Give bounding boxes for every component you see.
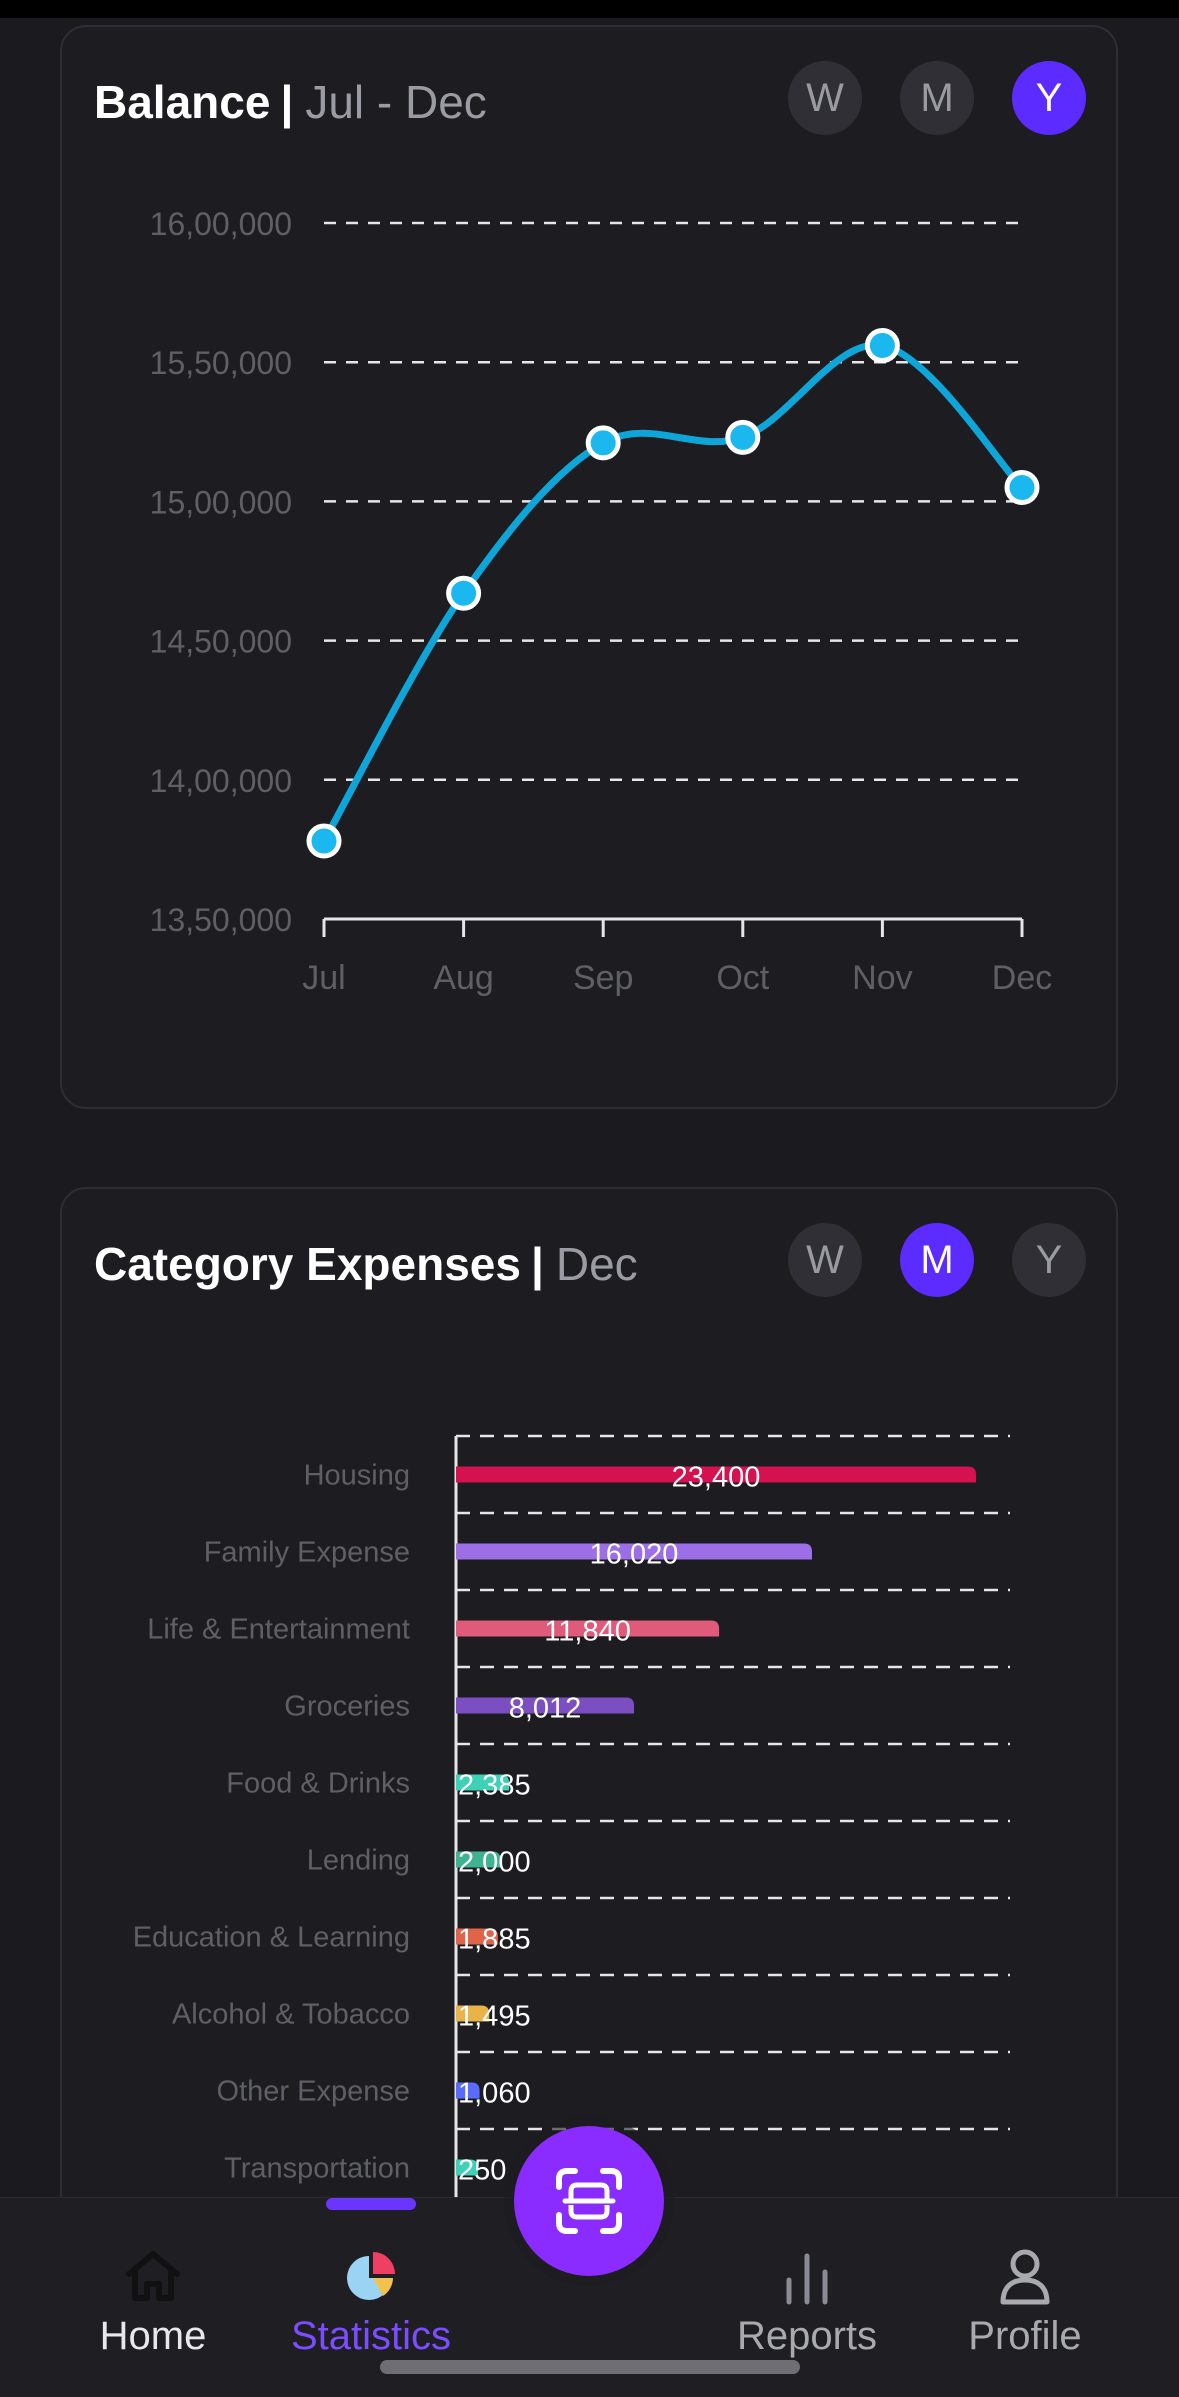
x-tick-label: Sep bbox=[573, 959, 634, 997]
expenses-toggle-week[interactable]: W bbox=[788, 1223, 862, 1297]
reports-icon bbox=[786, 2253, 828, 2305]
expense-bar bbox=[456, 1543, 812, 1560]
category-label: Family Expense bbox=[204, 1537, 410, 1569]
expenses-toggle-month[interactable]: M bbox=[900, 1223, 974, 1297]
data-point bbox=[585, 425, 621, 461]
expense-bar bbox=[456, 1620, 720, 1637]
expense-bar bbox=[456, 1774, 509, 1791]
bar-value-label: 1,060 bbox=[458, 2078, 531, 2110]
expense-bar bbox=[456, 1697, 635, 1714]
nav-profile[interactable]: Profile bbox=[915, 2244, 1135, 2359]
data-point bbox=[864, 327, 900, 363]
expense-bar bbox=[456, 1928, 498, 1945]
y-tick-label: 16,00,000 bbox=[150, 206, 292, 242]
nav-home[interactable]: Home bbox=[43, 2244, 263, 2359]
expenses-title-separator: | bbox=[530, 1238, 544, 1290]
nav-statistics[interactable]: Statistics bbox=[261, 2244, 481, 2359]
expense-bar bbox=[456, 2159, 478, 2176]
nav-reports-label: Reports bbox=[736, 2314, 878, 2358]
status-bar bbox=[0, 0, 1179, 18]
data-point bbox=[306, 823, 342, 859]
balance-toggle-month[interactable]: M bbox=[900, 61, 974, 135]
bar-value-label: 23,400 bbox=[672, 1462, 761, 1494]
expenses-card-header: Category Expenses | Dec bbox=[94, 1229, 638, 1299]
x-tick-label: Oct bbox=[716, 959, 769, 997]
y-tick-label: 15,00,000 bbox=[150, 484, 292, 520]
expenses-period-toggle: W M Y bbox=[788, 1223, 1086, 1297]
nav-reports[interactable]: Reports bbox=[697, 2244, 917, 2359]
active-tab-indicator bbox=[326, 2198, 416, 2210]
y-tick-label: 13,50,000 bbox=[150, 902, 292, 938]
bar-value-label: 2,385 bbox=[458, 1770, 531, 1802]
balance-line-chart: 16,00,000 15,50,000 15,00,000 14,50,000 14,0… bbox=[150, 206, 1053, 997]
home-icon bbox=[126, 2251, 180, 2301]
balance-card: Balance | Jul - Dec W M Y 16,00,000 15,50… bbox=[60, 25, 1118, 1109]
home-indicator bbox=[380, 2360, 800, 2374]
bar-value-label: 1,885 bbox=[458, 1924, 531, 1956]
bar-value-label: 11,840 bbox=[544, 1616, 631, 1648]
statistics-icon bbox=[347, 2252, 395, 2300]
data-point bbox=[446, 575, 482, 611]
category-label: Other Expense bbox=[217, 2076, 410, 2108]
expense-bar bbox=[456, 2005, 490, 2022]
x-tick-label: Aug bbox=[433, 959, 494, 997]
y-tick-label: 14,50,000 bbox=[150, 624, 292, 660]
scan-button[interactable] bbox=[514, 2126, 664, 2276]
data-point bbox=[1004, 469, 1040, 505]
balance-title-separator: | bbox=[280, 76, 294, 128]
category-label: Food & Drinks bbox=[226, 1768, 410, 1800]
balance-title: Balance bbox=[94, 76, 271, 128]
x-tick-label: Nov bbox=[852, 959, 912, 997]
bar-value-label: 8,012 bbox=[509, 1693, 582, 1725]
bar-value-label: 16,020 bbox=[590, 1539, 679, 1571]
expense-bar bbox=[456, 2082, 480, 2099]
profile-icon bbox=[1000, 2249, 1050, 2305]
expense-bar bbox=[456, 1466, 976, 1483]
category-label: Alcohol & Tobacco bbox=[172, 1999, 410, 2031]
x-tick-label: Jul bbox=[302, 959, 345, 997]
balance-toggle-week[interactable]: W bbox=[788, 61, 862, 135]
bar-value-label: 2,000 bbox=[458, 1847, 531, 1879]
category-label: Transportation bbox=[224, 2153, 410, 2185]
data-point bbox=[725, 419, 761, 455]
scan-icon bbox=[556, 2168, 622, 2234]
nav-profile-label: Profile bbox=[968, 2314, 1082, 2358]
category-label: Education & Learning bbox=[133, 1922, 410, 1954]
balance-card-header: Balance | Jul - Dec bbox=[94, 67, 487, 137]
category-label: Life & Entertainment bbox=[147, 1614, 410, 1646]
expenses-period: Dec bbox=[555, 1238, 638, 1290]
expenses-title: Category Expenses bbox=[94, 1238, 521, 1290]
bar-value-label: 250 bbox=[458, 2155, 506, 2187]
category-label: Housing bbox=[304, 1460, 410, 1492]
expense-bar bbox=[456, 1851, 501, 1868]
nav-home-label: Home bbox=[99, 2314, 207, 2358]
category-label: Groceries bbox=[284, 1691, 410, 1723]
expenses-toggle-year[interactable]: Y bbox=[1012, 1223, 1086, 1297]
nav-statistics-label: Statistics bbox=[290, 2314, 452, 2358]
balance-toggle-year[interactable]: Y bbox=[1012, 61, 1086, 135]
category-bar-chart: Housing 23,400 Family Expense 16,020 Life & … bbox=[133, 1434, 1010, 2397]
balance-series-line bbox=[320, 341, 1026, 845]
category-label: Lending bbox=[307, 1845, 410, 1877]
y-tick-label: 14,00,000 bbox=[150, 763, 292, 799]
bar-value-label: 1,495 bbox=[458, 2001, 531, 2033]
y-tick-label: 15,50,000 bbox=[150, 345, 292, 381]
balance-period: Jul - Dec bbox=[305, 76, 487, 128]
x-tick-label: Dec bbox=[992, 959, 1052, 997]
balance-period-toggle: W M Y bbox=[788, 61, 1086, 135]
